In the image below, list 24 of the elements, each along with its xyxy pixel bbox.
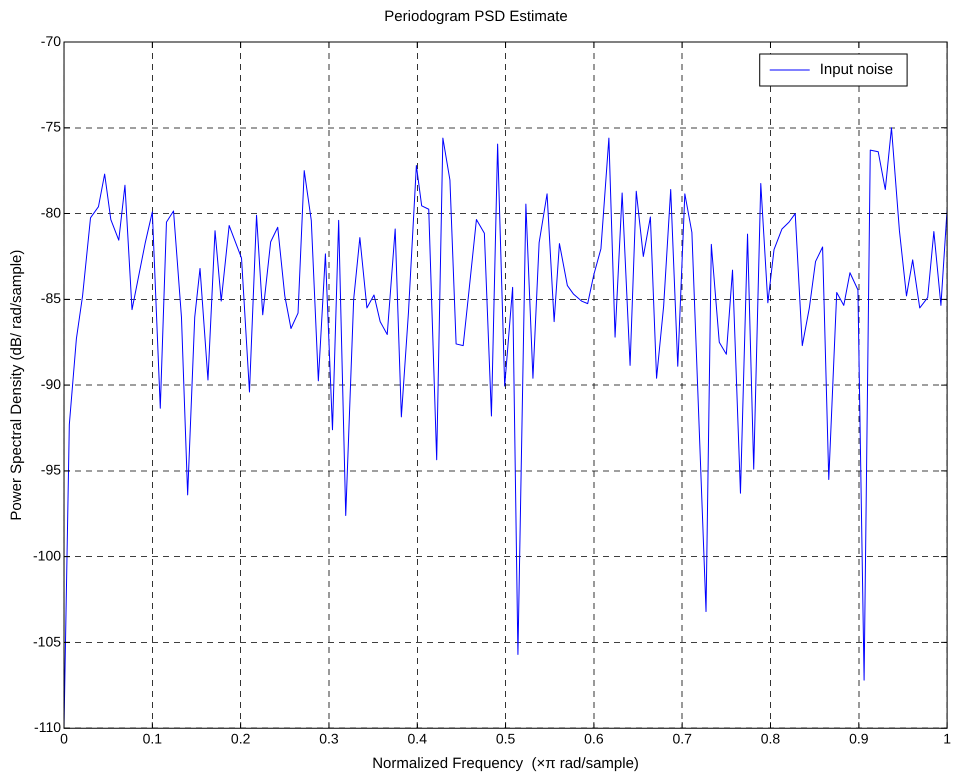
x-tick-label: 0.2 bbox=[230, 730, 251, 746]
y-tick-label: -70 bbox=[40, 32, 62, 49]
x-tick-label: 0.6 bbox=[584, 730, 604, 746]
chart-title: Periodogram PSD Estimate bbox=[384, 8, 568, 26]
y-tick-label: -75 bbox=[40, 118, 62, 135]
y-tick-label: -105 bbox=[32, 633, 62, 650]
x-tick-label: 0.1 bbox=[142, 730, 162, 746]
y-tick-label: -110 bbox=[34, 719, 62, 736]
y-tick-label: -90 bbox=[40, 376, 62, 392]
y-tick-label: -100 bbox=[32, 548, 62, 564]
y-tick-label: -95 bbox=[40, 462, 62, 478]
x-tick-label: 1 bbox=[943, 730, 952, 746]
x-tick-label: 0.3 bbox=[319, 730, 339, 746]
x-tick-label: 0.5 bbox=[496, 730, 516, 746]
y-tick-label: -85 bbox=[40, 290, 62, 306]
x-tick-label: 0.7 bbox=[672, 730, 692, 746]
x-tick-label: 0.4 bbox=[408, 730, 428, 746]
y-tick-label: -80 bbox=[40, 204, 62, 220]
legend-label: Input noise bbox=[820, 61, 894, 78]
x-tick-label: 0.8 bbox=[760, 730, 780, 746]
x-axis-title: Normalized Frequency (×π rad/sample) bbox=[372, 755, 639, 772]
x-tick-label: 0 bbox=[60, 730, 68, 746]
x-tick-label: 0.9 bbox=[849, 730, 869, 746]
y-axis-title: Power Spectral Density (dB/ rad/sample) bbox=[8, 250, 26, 521]
